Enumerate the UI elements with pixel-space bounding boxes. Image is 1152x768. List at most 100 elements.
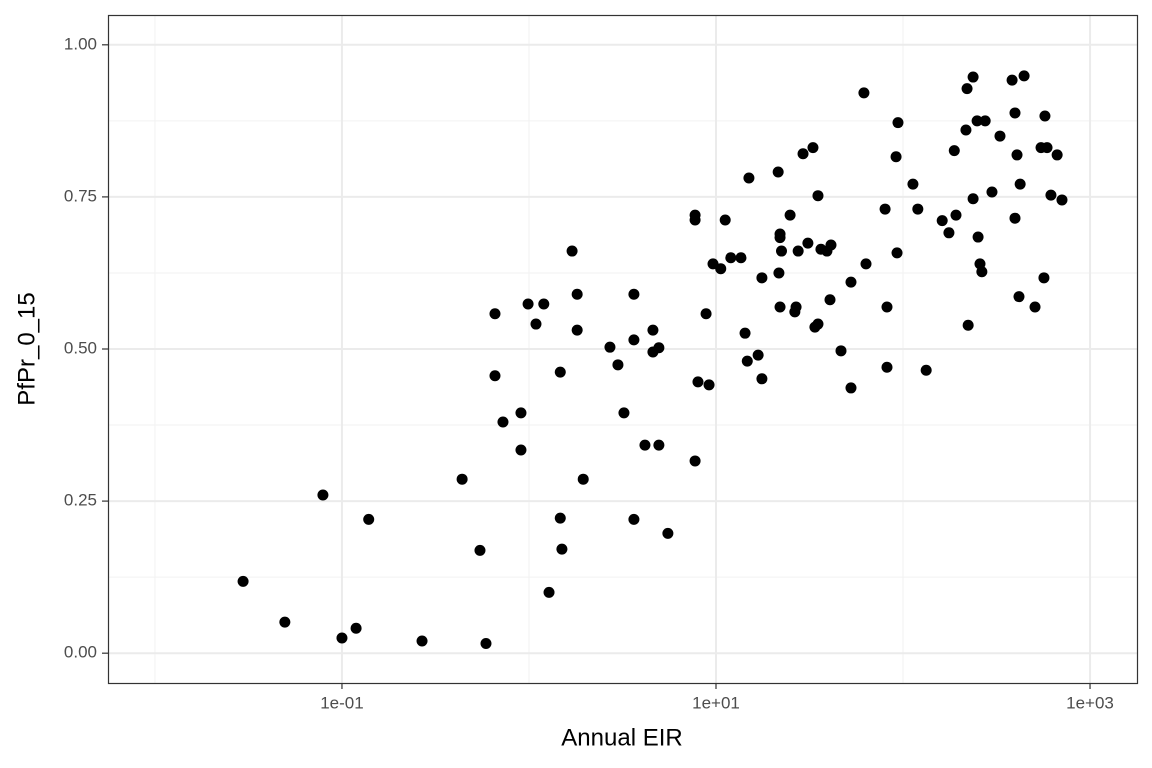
point bbox=[628, 288, 640, 300]
point bbox=[790, 301, 802, 313]
point bbox=[618, 407, 630, 419]
point bbox=[1013, 291, 1025, 303]
point bbox=[961, 83, 973, 95]
point bbox=[1011, 149, 1023, 161]
point bbox=[350, 622, 362, 634]
point bbox=[920, 364, 932, 376]
point bbox=[577, 473, 589, 485]
point bbox=[743, 172, 755, 184]
point bbox=[812, 318, 824, 330]
point bbox=[979, 115, 991, 127]
point bbox=[994, 130, 1006, 142]
point bbox=[774, 301, 786, 313]
point bbox=[279, 616, 291, 628]
point bbox=[515, 444, 527, 456]
point bbox=[474, 544, 486, 556]
point bbox=[571, 324, 583, 336]
point bbox=[317, 489, 329, 501]
point bbox=[480, 637, 492, 649]
point bbox=[628, 513, 640, 525]
point bbox=[489, 370, 501, 382]
y-tick-label: 0.25 bbox=[64, 491, 97, 510]
point bbox=[824, 294, 836, 306]
point bbox=[775, 245, 787, 257]
point bbox=[1038, 272, 1050, 284]
point bbox=[1039, 110, 1051, 122]
point bbox=[604, 341, 616, 353]
point bbox=[907, 178, 919, 190]
point bbox=[1009, 107, 1021, 119]
x-tick-label: 1e-01 bbox=[320, 693, 363, 712]
point bbox=[416, 635, 428, 647]
point bbox=[715, 263, 727, 275]
point bbox=[845, 276, 857, 288]
point bbox=[892, 117, 904, 129]
point bbox=[936, 215, 948, 227]
point bbox=[845, 382, 857, 394]
point bbox=[515, 407, 527, 419]
point bbox=[237, 575, 249, 587]
point bbox=[497, 416, 509, 428]
point bbox=[1029, 301, 1041, 313]
point bbox=[752, 349, 764, 361]
point bbox=[530, 318, 542, 330]
point bbox=[689, 214, 701, 226]
point bbox=[774, 232, 786, 244]
point bbox=[835, 345, 847, 357]
point bbox=[571, 288, 583, 300]
point bbox=[538, 298, 550, 310]
point bbox=[972, 231, 984, 243]
point bbox=[976, 266, 988, 278]
point bbox=[967, 193, 979, 205]
point bbox=[639, 439, 651, 451]
point bbox=[735, 252, 747, 264]
point bbox=[612, 359, 624, 371]
point bbox=[881, 361, 893, 373]
y-tick-label: 0.00 bbox=[64, 643, 97, 662]
point bbox=[1018, 70, 1030, 82]
point bbox=[912, 203, 924, 215]
point bbox=[962, 319, 974, 331]
y-axis-title: PfPr_0_15 bbox=[13, 292, 40, 405]
x-tick-label: 1e+03 bbox=[1066, 693, 1114, 712]
point bbox=[336, 632, 348, 644]
point bbox=[950, 209, 962, 221]
point bbox=[756, 373, 768, 385]
point bbox=[797, 148, 809, 160]
point bbox=[741, 355, 753, 367]
point bbox=[967, 71, 979, 83]
point bbox=[543, 586, 555, 598]
point bbox=[489, 308, 501, 320]
point bbox=[1014, 178, 1026, 190]
point bbox=[792, 245, 804, 257]
point bbox=[784, 209, 796, 221]
point bbox=[554, 512, 566, 524]
point bbox=[1009, 212, 1021, 224]
point bbox=[802, 237, 814, 249]
point bbox=[703, 379, 715, 391]
point bbox=[653, 439, 665, 451]
point bbox=[943, 227, 955, 239]
y-tick-label: 0.50 bbox=[64, 338, 97, 357]
point bbox=[363, 513, 375, 525]
point bbox=[986, 186, 998, 198]
point bbox=[647, 324, 659, 336]
point bbox=[1045, 189, 1057, 201]
point bbox=[554, 366, 566, 378]
point bbox=[890, 151, 902, 163]
point bbox=[858, 87, 870, 99]
point bbox=[772, 166, 784, 178]
x-axis-title: Annual EIR bbox=[561, 724, 682, 751]
panel-border bbox=[107, 14, 1139, 685]
point bbox=[700, 308, 712, 320]
point bbox=[812, 190, 824, 202]
point bbox=[1041, 142, 1053, 154]
points bbox=[237, 70, 1068, 649]
point bbox=[662, 527, 674, 539]
point bbox=[971, 115, 983, 127]
point bbox=[1051, 149, 1063, 161]
point bbox=[556, 543, 568, 555]
point bbox=[1056, 194, 1068, 206]
